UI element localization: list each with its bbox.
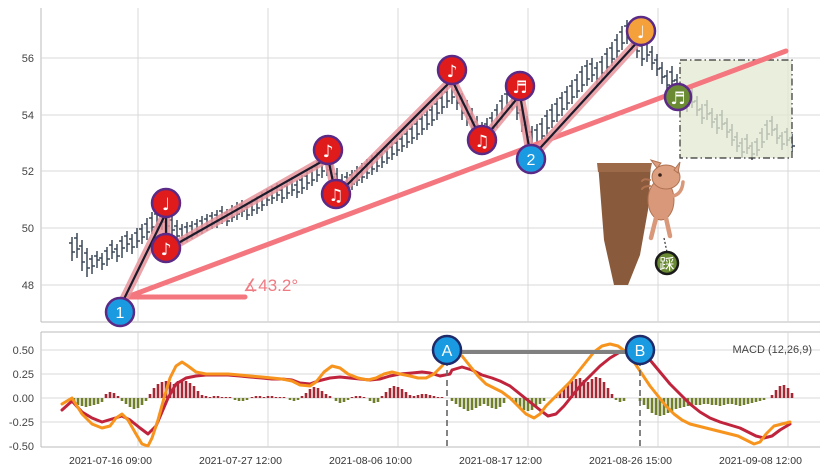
macd-tick-025n: -0.25 bbox=[9, 417, 34, 429]
macd-marker-B[interactable]: B bbox=[624, 334, 656, 366]
macd-marker-A-label: A bbox=[442, 343, 453, 360]
x-tick-4: 2021-08-26 15:00 bbox=[589, 455, 672, 467]
price-marker-group[interactable]: 1 ♩ ♪ ♪ ♫ ♪ ♫ bbox=[104, 15, 693, 328]
x-tick-5: 2021-09-08 12:00 bbox=[719, 455, 802, 467]
price-marker-3-label: ♪ bbox=[161, 240, 172, 260]
macd-marker-A[interactable]: A bbox=[431, 334, 463, 366]
mascot-illustration[interactable]: 踩 bbox=[597, 159, 685, 285]
price-marker-7[interactable]: ♫ bbox=[466, 124, 498, 156]
macd-tick-025p: 0.25 bbox=[13, 369, 34, 381]
badge-string bbox=[663, 237, 668, 253]
price-marker-6[interactable]: ♪ bbox=[436, 54, 468, 86]
mascot-badge-circle[interactable] bbox=[654, 250, 680, 276]
zigzag-wave[interactable] bbox=[120, 36, 643, 305]
price-marker-10-label: ♩ bbox=[637, 23, 645, 43]
price-tick-56: 56 bbox=[22, 53, 34, 65]
x-tick-3: 2021-08-17 12:00 bbox=[459, 455, 542, 467]
price-marker-11-label: ♬ bbox=[670, 89, 685, 109]
x-tick-1: 2021-07-27 12:00 bbox=[199, 455, 282, 467]
macd-marker-B-label: B bbox=[635, 343, 646, 360]
macd-tick-050p: 0.50 bbox=[13, 345, 34, 357]
price-marker-1[interactable]: 1 bbox=[104, 296, 136, 328]
macd-tick-050n: -0.50 bbox=[9, 441, 34, 453]
macd-y-axis-labels: 0.50 0.25 0.00 -0.25 -0.50 bbox=[9, 345, 34, 453]
price-marker-4-label: ♪ bbox=[323, 142, 334, 162]
mascot-badge-label: 踩 bbox=[659, 255, 674, 273]
price-tick-52: 52 bbox=[22, 166, 34, 178]
price-tick-48: 48 bbox=[22, 280, 34, 292]
price-tick-54: 54 bbox=[22, 110, 34, 122]
x-axis-labels: 2021-07-16 09:00 2021-07-27 12:00 2021-0… bbox=[69, 455, 802, 467]
x-tick-0: 2021-07-16 09:00 bbox=[69, 455, 152, 467]
price-marker-8-label: ♬ bbox=[512, 78, 527, 98]
price-marker-4[interactable]: ♪ bbox=[312, 134, 344, 166]
angle-annotation: ∡43.2° bbox=[243, 276, 298, 295]
highlight-region-box[interactable] bbox=[679, 59, 793, 159]
macd-tick-000: 0.00 bbox=[13, 393, 34, 405]
macd-marker-guides bbox=[446, 350, 641, 447]
price-marker-5[interactable]: ♫ bbox=[320, 178, 352, 210]
price-marker-5-label: ♫ bbox=[328, 186, 343, 206]
price-marker-10[interactable]: ♩ bbox=[625, 15, 657, 47]
cliff-shape bbox=[598, 163, 651, 285]
price-marker-6-label: ♪ bbox=[447, 62, 458, 82]
mascot-animal bbox=[641, 159, 685, 241]
price-marker-2-label: ♩ bbox=[162, 195, 170, 215]
price-marker-8[interactable]: ♬ bbox=[504, 70, 536, 102]
price-marker-7-label: ♫ bbox=[474, 132, 489, 152]
price-marker-9-label: 2 bbox=[527, 152, 536, 169]
cliff-top-edge bbox=[597, 163, 652, 172]
price-marker-1-label: 1 bbox=[116, 305, 125, 322]
macd-dif-line[interactable] bbox=[60, 342, 792, 448]
price-marker-11[interactable]: ♬ bbox=[663, 82, 693, 112]
x-tick-2: 2021-08-06 10:00 bbox=[329, 455, 412, 467]
price-marker-3[interactable]: ♪ bbox=[150, 232, 182, 264]
price-panel-grid bbox=[40, 8, 820, 323]
macd-indicator-label: MACD (12,26,9) bbox=[733, 344, 812, 356]
price-y-axis-labels: 56 54 52 50 48 bbox=[22, 53, 34, 292]
price-marker-2[interactable]: ♩ bbox=[150, 187, 182, 219]
price-marker-9[interactable]: 2 bbox=[515, 143, 547, 175]
price-tick-50: 50 bbox=[22, 223, 34, 235]
